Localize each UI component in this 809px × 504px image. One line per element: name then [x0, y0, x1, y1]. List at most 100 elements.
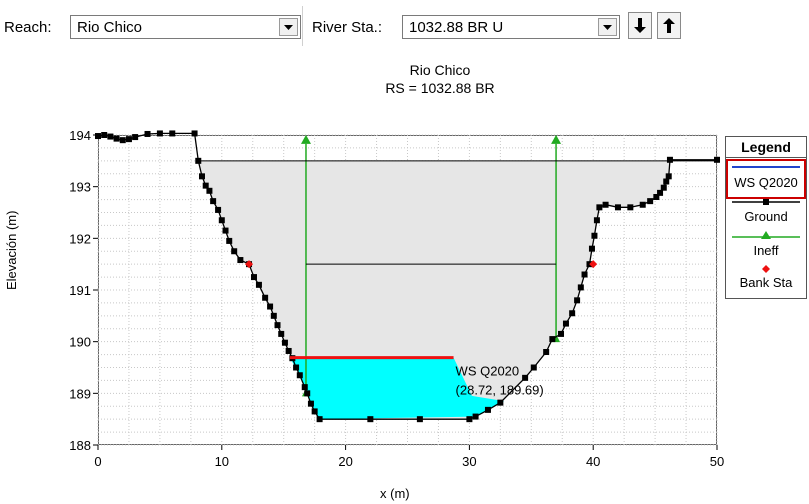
- ground-point: [577, 284, 584, 291]
- y-tick-label: 193: [69, 180, 91, 195]
- ground-point: [522, 374, 529, 381]
- ground-point: [316, 416, 323, 423]
- flow-area-fill: [198, 160, 670, 420]
- chart-title: Rio Chico: [409, 62, 471, 78]
- arrow-down-icon: [634, 18, 646, 33]
- ground-point: [569, 310, 576, 317]
- ground-point: [95, 133, 101, 140]
- ground-point: [119, 137, 126, 144]
- ground-point: [657, 189, 664, 196]
- arrow-up-icon: [663, 18, 675, 33]
- legend: Legend WS Q2020 Ground Ineff Bank Sta: [725, 136, 807, 299]
- reach-value: Rio Chico: [77, 19, 143, 36]
- chevron-down-icon[interactable]: [279, 18, 298, 36]
- bank-station-point: [589, 260, 598, 269]
- ground-point: [549, 336, 556, 343]
- ground-point: [132, 134, 139, 141]
- ground-point: [714, 156, 720, 163]
- ground-point: [278, 330, 285, 337]
- ground-point: [307, 400, 314, 407]
- axes: 0 10 20 30 40 50 188 189 190 191 192 193 194: [69, 128, 724, 469]
- ground-point: [237, 257, 244, 264]
- ground-point: [281, 339, 288, 346]
- ground-point: [614, 204, 621, 211]
- ground-point: [222, 227, 229, 234]
- ground-point: [191, 130, 198, 137]
- ground-point: [666, 156, 673, 163]
- ground-point: [558, 330, 565, 337]
- ground-point: [296, 372, 303, 379]
- ground-point: [591, 232, 598, 239]
- ground-point: [144, 130, 151, 137]
- ground-point: [639, 201, 646, 208]
- ground-point: [169, 130, 176, 137]
- river-sta-value: 1032.88 BR U: [409, 19, 504, 36]
- tooltip-name: WS Q2020: [456, 364, 520, 379]
- ground-point: [663, 178, 670, 185]
- ground-point: [285, 347, 292, 354]
- ground-point: [530, 364, 537, 371]
- ground-point: [416, 416, 423, 423]
- ground-point: [255, 281, 262, 288]
- x-tick-label: 50: [710, 454, 724, 469]
- ground-point: [301, 384, 308, 391]
- bank-station-markers: [245, 260, 598, 269]
- chart-subtitle: RS = 1032.88 BR: [385, 80, 495, 96]
- ground-point: [210, 198, 217, 205]
- river-sta-label: River Sta.:: [312, 19, 383, 36]
- chevron-down-icon[interactable]: [598, 18, 617, 36]
- ground-point: [581, 271, 588, 278]
- ground-point: [202, 182, 209, 189]
- legend-item-ground: Ground: [726, 195, 806, 229]
- ground-point: [647, 198, 654, 205]
- ground-point: [497, 399, 504, 406]
- ground-point: [311, 408, 318, 415]
- ground-point: [293, 364, 300, 371]
- x-tick-label: 40: [586, 454, 600, 469]
- x-tick-label: 0: [94, 454, 101, 469]
- ws-tooltip: WS Q2020 (28.72, 189.69): [456, 364, 544, 398]
- ground-markers: [95, 130, 720, 423]
- ground-point: [270, 312, 277, 319]
- ground-point: [543, 349, 550, 355]
- water-fill: [289, 357, 505, 420]
- previous-station-button[interactable]: [628, 12, 652, 39]
- ground-point: [274, 322, 281, 329]
- ground-point: [107, 133, 114, 140]
- y-tick-label: 192: [69, 231, 91, 246]
- ground-point: [101, 132, 108, 138]
- ground-point: [472, 413, 479, 420]
- y-tick-label: 189: [69, 386, 91, 401]
- ground-point: [653, 194, 660, 200]
- x-tick-label: 10: [215, 454, 229, 469]
- ground-point: [215, 206, 222, 213]
- legend-label-ws: WS Q2020: [734, 175, 798, 190]
- toolbar-separator: [302, 6, 303, 46]
- y-tick-label: 190: [69, 335, 91, 350]
- ground-point: [602, 201, 609, 208]
- ground-point: [231, 248, 238, 255]
- river-sta-combobox[interactable]: 1032.88 BR U: [402, 15, 620, 39]
- ground-point: [218, 217, 225, 224]
- legend-item-ineff: Ineff: [726, 229, 806, 263]
- reach-combobox[interactable]: Rio Chico: [70, 15, 301, 39]
- ineff-marker: [300, 134, 311, 144]
- ground-point: [156, 130, 163, 137]
- ground-point: [588, 245, 595, 252]
- tooltip-coords: (28.72, 189.69): [456, 383, 544, 398]
- legend-ws-highlight: [726, 159, 806, 199]
- ground-point: [574, 297, 581, 304]
- x-tick-label: 30: [462, 454, 476, 469]
- ineffective-flow-lines: [300, 134, 562, 397]
- reach-label: Reach:: [4, 19, 52, 36]
- legend-title: Legend: [726, 137, 806, 158]
- x-tick-label: 20: [338, 454, 352, 469]
- ground-point: [627, 204, 634, 211]
- legend-item-ws: WS Q2020: [726, 161, 806, 195]
- ground-point: [262, 294, 269, 301]
- next-station-button[interactable]: [657, 12, 681, 39]
- y-tick-label: 188: [69, 438, 91, 453]
- ground-point: [596, 204, 603, 211]
- legend-item-bank: Bank Sta: [726, 261, 806, 295]
